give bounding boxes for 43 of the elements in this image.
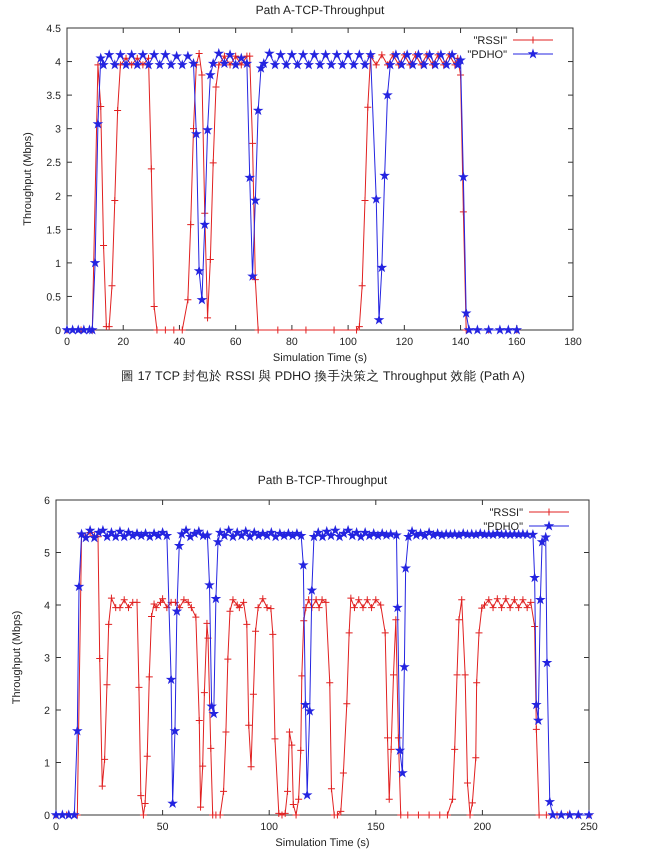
- x-tick-label: 20: [117, 336, 130, 348]
- y-tick-label: 6: [44, 495, 50, 507]
- legend-label: "PDHO": [483, 521, 524, 533]
- y-tick-label: 0: [44, 810, 50, 822]
- caption: 圖 17 TCP 封包於 RSSI 與 PDHO 換手決策之 Throughput 效能 (Path A): [121, 369, 525, 383]
- x-tick-label: 200: [474, 821, 492, 833]
- y-tick-label: 0.5: [46, 291, 62, 304]
- x-tick-label: 180: [564, 336, 582, 348]
- x-tick-label: 250: [580, 821, 598, 833]
- y-tick-label: 3.5: [46, 90, 62, 102]
- y-tick-label: 2.5: [46, 157, 62, 170]
- y-tick-label: 4: [55, 56, 62, 69]
- y-tick-label: 3: [44, 652, 50, 664]
- chart-title: Path A-TCP-Throughput: [256, 3, 386, 17]
- y-tick-label: 2: [55, 190, 62, 203]
- y-tick-label: 2: [44, 705, 50, 717]
- y-tick-label: 4.5: [46, 23, 62, 35]
- legend-label: "PDHO": [467, 49, 508, 61]
- y-tick-label: 0: [55, 325, 62, 337]
- y-tick-label: 4: [44, 600, 50, 612]
- y-tick-label: 3: [55, 124, 62, 136]
- y-tick-label: 1.5: [46, 224, 62, 236]
- x-tick-label: 50: [156, 821, 169, 833]
- chart-title: Path B-TCP-Throughput: [258, 473, 388, 487]
- y-axis-title: Throughput (Mbps): [11, 610, 23, 704]
- y-tick-label: 5: [44, 548, 50, 560]
- x-tick-label: 60: [230, 336, 242, 348]
- y-tick-label: 1: [44, 758, 50, 770]
- x-tick-label: 140: [452, 336, 470, 348]
- x-tick-label: 160: [508, 336, 526, 348]
- x-tick-label: 100: [339, 336, 358, 348]
- x-tick-label: 120: [396, 336, 414, 348]
- y-axis-title: Throughput (Mbps): [22, 132, 34, 226]
- x-tick-label: 40: [174, 336, 186, 348]
- x-axis-title: Simulation Time (s): [275, 837, 370, 849]
- x-tick-label: 150: [367, 821, 385, 833]
- x-tick-label: 80: [286, 336, 298, 348]
- y-tick-label: 1: [55, 258, 62, 270]
- x-tick-label: 100: [260, 821, 278, 833]
- legend-label: "RSSI": [474, 35, 508, 47]
- x-tick-label: 0: [64, 336, 70, 348]
- legend-label: "RSSI": [490, 507, 524, 519]
- x-axis-title: Simulation Time (s): [272, 352, 368, 364]
